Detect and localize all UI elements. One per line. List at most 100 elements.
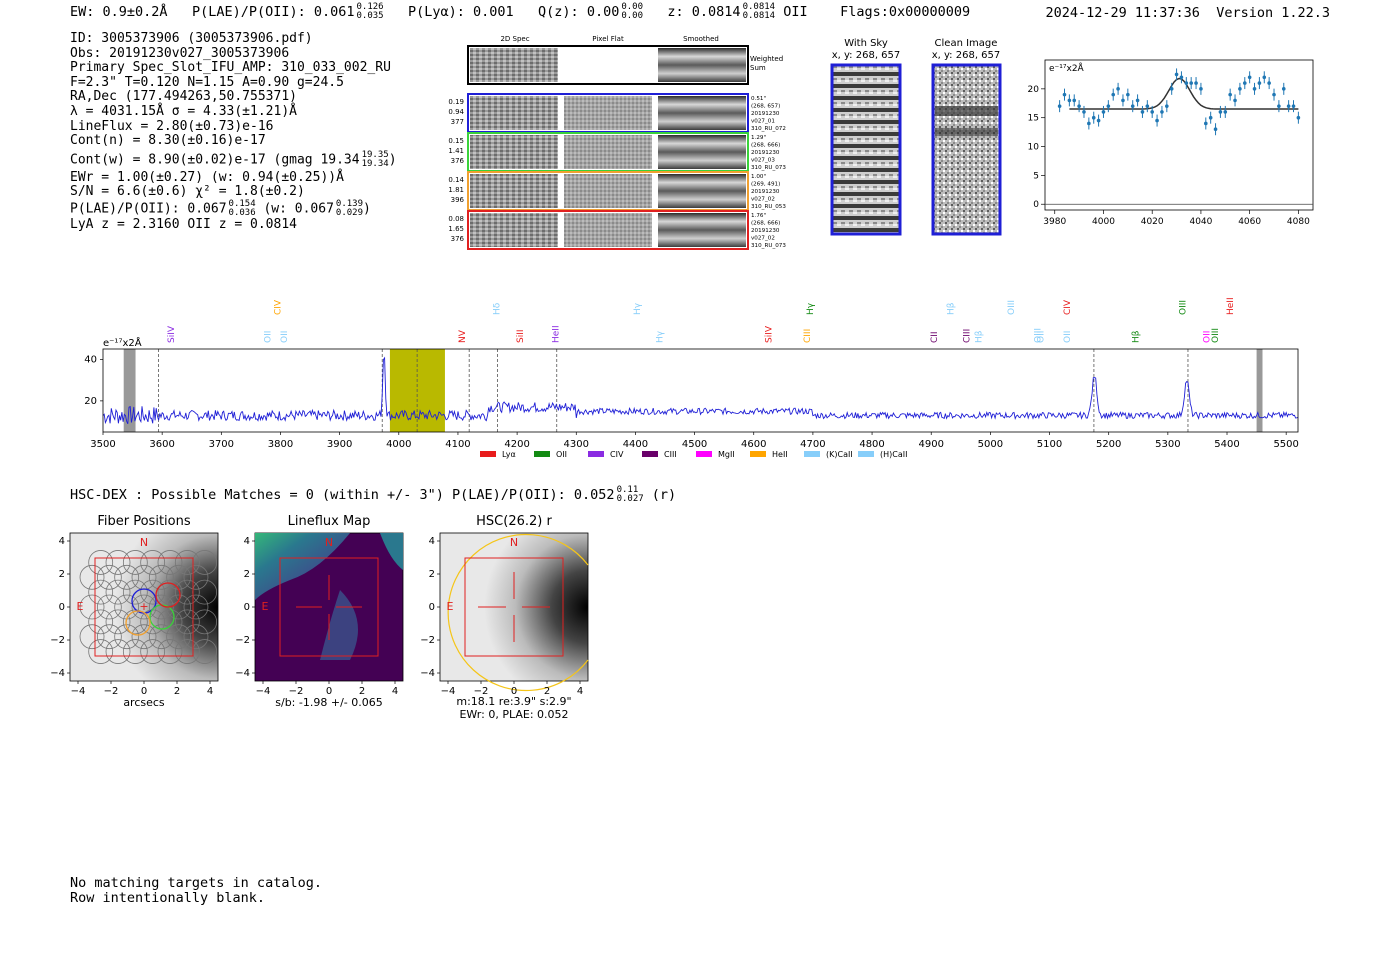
info-block: ID: 3005373906 (3005373906.pdf) Obs: 201… (70, 31, 397, 233)
zoom-point (1194, 81, 1198, 85)
spectrum-ylabel: e⁻¹⁷x2Å (103, 336, 142, 349)
cutout-smoothed (658, 174, 746, 208)
cutout-meta: v027_02 (751, 236, 775, 242)
zoom-ytick-label: 0 (1033, 200, 1039, 210)
hsc-dex-band: (r) (651, 487, 677, 503)
line-label: SiIV (764, 325, 774, 343)
zoom-point (1126, 92, 1130, 97)
fiber-circle (79, 624, 105, 650)
spectrum-masked-left (123, 349, 136, 432)
cutout-2d-spec (470, 213, 558, 247)
map-ytick-label: 0 (244, 602, 250, 613)
zoom-point (1257, 81, 1262, 85)
clean-title: Clean Image (935, 38, 998, 49)
fiber-circle (105, 639, 131, 664)
fiber-circle (148, 624, 174, 650)
info-lambda: λ = 4031.15Å σ = 4.33(±1.21)Å (70, 103, 297, 119)
map-ytick-label: −4 (420, 668, 435, 679)
cutout-2d-spec (470, 96, 558, 130)
cutout-smoothed (658, 213, 746, 247)
cutout-stat: 1.65 (448, 225, 464, 233)
header-qz: Q(z): 0.00 (538, 4, 620, 20)
spectrum-xtick-label: 4000 (386, 439, 411, 450)
cutout-stat: 1.41 (448, 147, 464, 155)
fiber-circle (88, 579, 114, 605)
zoom-point (1155, 118, 1159, 123)
cutout-col-smooth: Smoothed (683, 35, 719, 43)
info-fiber: F=2.3" T=0.120 N=1.15 A=0.90 g=24.5 (70, 74, 344, 90)
fiber-highlight (125, 610, 151, 636)
map-ytick-label: 2 (244, 569, 250, 580)
header-z-up: 0.0814 (742, 2, 776, 12)
cutout-meta: 20191230 (751, 150, 780, 156)
map-xtick-label: −2 (474, 686, 489, 697)
zoom-point (1184, 81, 1189, 85)
cutout-meta: 0.51" (751, 96, 766, 102)
map-ytick-label: −4 (50, 668, 65, 679)
map-xtick-label: −4 (441, 686, 456, 697)
line-label: HeII (552, 325, 562, 343)
cutout-panel: 2D Spec Pixel Flat Smoothed Weighted Sum… (448, 35, 786, 250)
legend-swatch (750, 451, 766, 457)
spectrum-xtick-label: 4100 (445, 439, 470, 450)
zoom-point (1165, 104, 1169, 108)
zoom-point (1204, 121, 1208, 126)
clean-dark-band-2 (935, 128, 998, 136)
cutout-meta: 1.29" (751, 135, 766, 141)
info-gmag-up: 19.35 (361, 149, 389, 160)
header-version: Version 1.22.3 (1216, 5, 1330, 21)
spectrum-xtick-label: 3900 (327, 439, 352, 450)
fiber-circle (148, 564, 174, 590)
header-ew: EW: 0.9±0.2Å (70, 4, 168, 20)
map-ytick-label: 0 (59, 602, 65, 613)
legend-label: OII (556, 450, 567, 459)
fiber-circle (114, 564, 140, 590)
zoom-point (1101, 110, 1106, 114)
map-xtick-label: 2 (359, 686, 365, 697)
map-xtick-label: 0 (141, 686, 147, 697)
cutout-stat: 0.08 (448, 215, 464, 223)
legend-swatch (480, 451, 496, 457)
map-ytick-label: 2 (429, 569, 435, 580)
cutout-2d-spec (470, 135, 558, 169)
header-plae: P(LAE)/P(OII): 0.061 (191, 4, 355, 20)
hsc-dex-up: 0.11 (616, 485, 639, 495)
hsc-caption2: EWr: 0, PLAE: 0.052 (459, 708, 568, 721)
spectrum-xtick-label: 5500 (1273, 439, 1298, 450)
info-plae2-w-up: 0.139 (335, 198, 364, 209)
zoom-point (1067, 98, 1072, 103)
hsc-image (439, 532, 589, 682)
fiber-circle (140, 639, 166, 664)
map-xtick-label: −4 (71, 686, 86, 697)
fiber-circle (96, 564, 122, 590)
fiber-xlabel: arcsecs (123, 696, 165, 709)
header-z-lo: 0.0814 (742, 11, 776, 21)
info-id: ID: 3005373906 (3005373906.pdf) (70, 31, 313, 46)
with-sky-title: With Sky (844, 38, 888, 49)
fiber-east: E (77, 600, 84, 613)
spectrum-xtick-label: 3700 (209, 439, 234, 450)
line-label: OIII (1211, 328, 1221, 343)
spectrum-xtick-label: 3600 (149, 439, 174, 450)
zoom-fit-line (1069, 77, 1299, 110)
spectrum-masked-right (1256, 349, 1263, 432)
cutout-pixel-flat (564, 174, 652, 208)
zoom-point (1281, 87, 1286, 91)
line-label: CIII (803, 329, 813, 343)
header-z-line: OII (783, 4, 808, 20)
zoom-point (1160, 110, 1164, 114)
cutout-meta: 310_RU_073 (751, 243, 786, 249)
header-flags: Flags:0x00000009 (840, 4, 971, 20)
zoom-chart-ylabel: e⁻¹⁷x2Å (1049, 62, 1085, 74)
zoom-point (1238, 87, 1242, 91)
info-plae2-row: P(LAE)/P(OII): 0.067 0.154 0.036 (w: 0.067… (70, 198, 371, 218)
line-label: NV (458, 329, 468, 343)
header-qz-lo: 0.00 (621, 11, 644, 21)
fiber-circle (122, 579, 148, 605)
line-labels: SiIV OII CIV OII NV Hδ SiII HeII Hγ Hγ SiIV Hγ CIII C… (167, 297, 1236, 343)
legend-swatch (696, 451, 712, 457)
zoom-ytick-label: 15 (1028, 114, 1039, 124)
zoom-xtick-label: 4060 (1238, 217, 1261, 227)
with-sky-xy: x, y: 268, 657 (832, 50, 901, 61)
footer-line2: Row intentionally blank. (70, 890, 266, 906)
